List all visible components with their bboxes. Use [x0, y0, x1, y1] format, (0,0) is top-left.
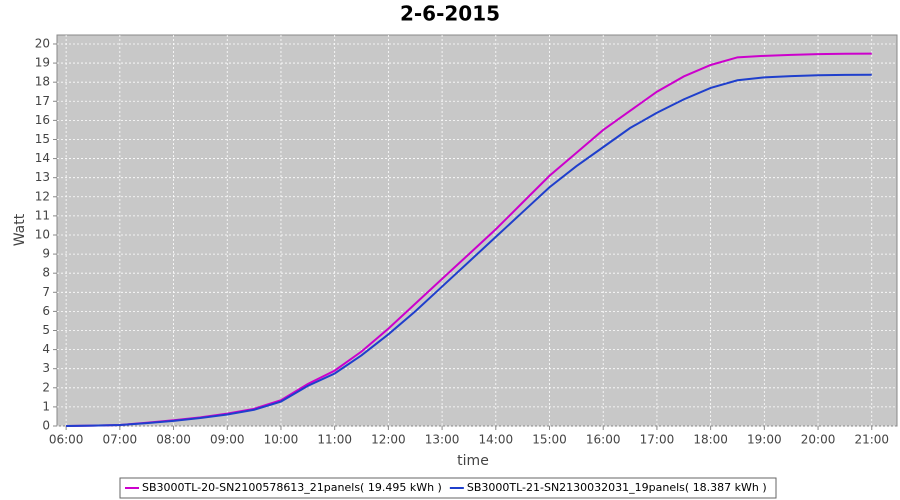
x-tick-label: 14:00: [479, 433, 514, 447]
y-tick-label: 18: [35, 75, 50, 89]
y-tick-label: 15: [35, 132, 50, 146]
y-tick-label: 3: [42, 361, 50, 375]
y-tick-label: 13: [35, 170, 50, 184]
x-tick-label: 10:00: [264, 433, 299, 447]
x-tick-label: 21:00: [854, 433, 889, 447]
plot-area: [56, 34, 898, 427]
y-tick-label: 0: [42, 419, 50, 433]
x-tick-label: 12:00: [371, 433, 406, 447]
y-tick-label: 4: [42, 342, 50, 356]
y-tick-label: 20: [35, 36, 50, 50]
x-tick-label: 07:00: [103, 433, 138, 447]
y-tick-label: 5: [42, 323, 50, 337]
x-tick-label: 17:00: [640, 433, 675, 447]
y-tick-label: 8: [42, 266, 50, 280]
chart-title: 2-6-2015: [400, 2, 500, 26]
x-tick-label: 15:00: [532, 433, 567, 447]
x-tick-label: 09:00: [210, 433, 245, 447]
y-tick-label: 1: [42, 399, 50, 413]
y-tick-label: 7: [42, 285, 50, 299]
x-tick-label: 08:00: [156, 433, 191, 447]
y-tick-label: 19: [35, 56, 50, 70]
x-tick-label: 16:00: [586, 433, 621, 447]
y-tick-label: 6: [42, 304, 50, 318]
y-tick-label: 12: [35, 189, 50, 203]
legend: [119, 477, 777, 499]
y-tick-label: 16: [35, 113, 50, 127]
x-tick-label: 11:00: [317, 433, 352, 447]
y-tick-label: 11: [35, 208, 50, 222]
series-line: [66, 73, 872, 427]
y-tick-label: 17: [35, 94, 50, 108]
y-tick-label: 14: [35, 151, 50, 165]
y-tick-label: 2: [42, 380, 50, 394]
y-tick-label: 10: [35, 227, 50, 241]
y-axis-label: Watt: [12, 213, 28, 246]
x-tick-label: 19:00: [747, 433, 782, 447]
legend-label: SB3000TL-20-SN2100578613_21panels( 19.49…: [142, 481, 442, 494]
x-axis-label: time: [457, 453, 489, 469]
legend-label: SB3000TL-21-SN2130032031_19panels( 18.38…: [467, 481, 767, 494]
x-tick-label: 06:00: [49, 433, 84, 447]
x-tick-label: 18:00: [693, 433, 728, 447]
x-tick-label: 13:00: [425, 433, 460, 447]
x-tick-label: 20:00: [801, 433, 836, 447]
y-tick-label: 9: [42, 247, 50, 261]
